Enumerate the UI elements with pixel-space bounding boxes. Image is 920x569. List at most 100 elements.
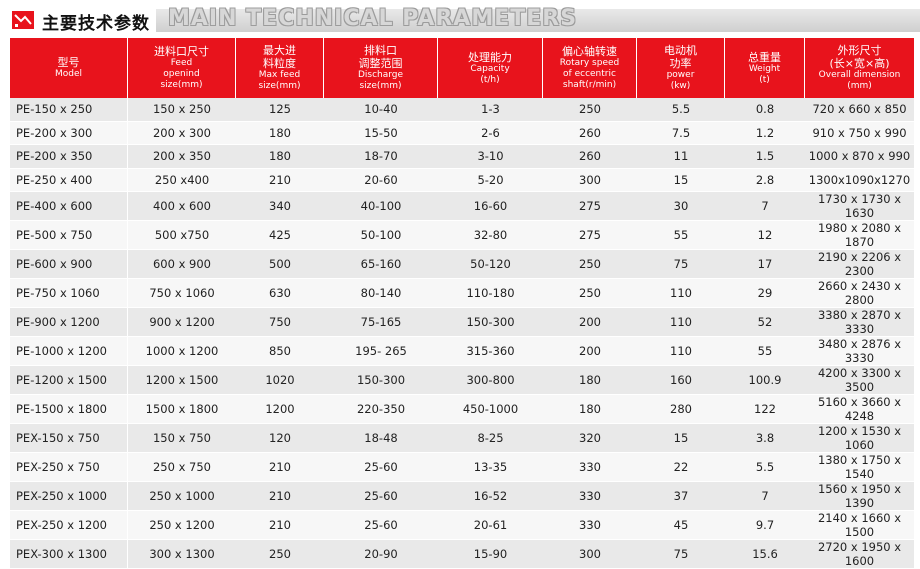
table-cell: 20-60 xyxy=(324,168,438,193)
table-row: PE-200 x 300 200 x 300 180 15-50 2-6 260 7.5 1.… xyxy=(10,121,914,146)
model-cell: PE-1200 x 1500 xyxy=(10,366,128,396)
table-cell: 2.8 xyxy=(725,168,805,193)
table-cell: 12 xyxy=(725,221,805,251)
table-cell: 55 xyxy=(725,337,805,367)
table-cell: 600 x 900 xyxy=(128,250,236,280)
table-cell: 850 xyxy=(236,337,324,367)
column-header-en: (t) xyxy=(759,74,770,85)
table-cell: 120 xyxy=(236,424,324,454)
table-cell: 300-800 xyxy=(438,366,543,396)
column-header-en: Rotary speed xyxy=(559,58,620,68)
model-cell: PE-150 x 250 xyxy=(10,98,128,122)
table-cell: 52 xyxy=(725,308,805,338)
table-cell: 210 xyxy=(236,453,324,483)
table-cell: 110-180 xyxy=(438,279,543,309)
model-cell: PE-600 x 900 xyxy=(10,250,128,280)
table-cell: 1560 x 1950 x 1390 xyxy=(805,482,914,512)
table-cell: 1000 x 1200 xyxy=(128,337,236,367)
table-cell: 16-52 xyxy=(438,482,543,512)
column-header-en: (t/h) xyxy=(480,74,500,85)
table-cell: 75 xyxy=(637,250,725,280)
column-header-en: size(mm) xyxy=(258,81,301,91)
table-row: PE-1000 x 1200 1000 x 1200 850 195- 265 315-… xyxy=(10,337,914,367)
model-cell: PE-500 x 750 xyxy=(10,221,128,251)
table-cell: 330 xyxy=(543,453,637,483)
table-cell: 1300x1090x1270 xyxy=(805,168,914,193)
table-cell: 3380 x 2870 x 3330 xyxy=(805,308,914,338)
table-cell: 110 xyxy=(637,279,725,309)
table-cell: 2140 x 1660 x 1500 xyxy=(805,511,914,541)
table-cell: 22 xyxy=(637,453,725,483)
table-cell: 15-50 xyxy=(324,121,438,146)
column-header-cn-line2: 功率 xyxy=(669,57,692,70)
column-header-cn: 处理能力 xyxy=(468,50,512,64)
table-cell: 8-25 xyxy=(438,424,543,454)
table-cell: 5.5 xyxy=(637,98,725,122)
table-cell: 250 x 1000 xyxy=(128,482,236,512)
column-header-en: size(mm) xyxy=(160,80,203,90)
table-cell: 37 xyxy=(637,482,725,512)
table-cell: 210 xyxy=(236,168,324,193)
table-cell: 15 xyxy=(637,168,725,193)
table-cell: 25-60 xyxy=(324,511,438,541)
column-header-en: openind xyxy=(163,69,200,79)
table-cell: 630 xyxy=(236,279,324,309)
table-cell: 25-60 xyxy=(324,482,438,512)
table-cell: 300 x 1300 xyxy=(128,540,236,569)
table-cell: 3.8 xyxy=(725,424,805,454)
table-cell: 18-48 xyxy=(324,424,438,454)
table-row: PE-900 x 1200 900 x 1200 750 75-165 150-300 2… xyxy=(10,308,914,338)
table-row: PE-500 x 750 500 x750 425 50-100 32-80 275 55 1… xyxy=(10,221,914,251)
table-cell: 150 x 250 xyxy=(128,98,236,122)
column-header: 排料口 调整范围 Discharge size(mm) xyxy=(324,38,438,98)
table-cell: 910 x 750 x 990 xyxy=(805,121,914,146)
column-header-en: (mm) xyxy=(847,81,872,91)
table-cell: 15.6 xyxy=(725,540,805,569)
table-cell: 75 xyxy=(637,540,725,569)
column-header: 型号 Model xyxy=(10,38,128,98)
table-cell: 1.5 xyxy=(725,145,805,169)
table-row: PEX-150 x 750 150 x 750 120 18-48 8-25 320 15 3… xyxy=(10,424,914,454)
table-cell: 9.7 xyxy=(725,511,805,541)
table-cell: 1-3 xyxy=(438,98,543,122)
column-header-en: Capacity xyxy=(470,63,510,74)
table-cell: 300 xyxy=(543,540,637,569)
table-cell: 195- 265 xyxy=(324,337,438,367)
column-header-cn: 外形尺寸 xyxy=(837,44,882,57)
table-cell: 180 xyxy=(543,395,637,425)
table-cell: 15-90 xyxy=(438,540,543,569)
column-header: 最大进 料粒度 Max feed size(mm) xyxy=(236,38,324,98)
column-header: 处理能力 Capacity (t/h) xyxy=(438,38,543,98)
table-cell: 1380 x 1750 x 1540 xyxy=(805,453,914,483)
table-cell: 5160 x 3660 x 4248 xyxy=(805,395,914,425)
table-cell: 45 xyxy=(637,511,725,541)
table-cell: 3-10 xyxy=(438,145,543,169)
table-cell: 750 x 1060 xyxy=(128,279,236,309)
table-cell: 250 xyxy=(236,540,324,569)
table-cell: 32-80 xyxy=(438,221,543,251)
table-cell: 75-165 xyxy=(324,308,438,338)
column-header-en: shaft(r/min) xyxy=(562,80,617,90)
column-header-cn-line2: 料粒度 xyxy=(263,57,296,70)
table-cell: 1000 x 870 x 990 xyxy=(805,145,914,169)
table-cell: 200 xyxy=(543,308,637,338)
table-cell: 275 xyxy=(543,192,637,222)
column-header-en: Feed xyxy=(170,58,193,68)
table-cell: 340 xyxy=(236,192,324,222)
column-header-en: Overall dimension xyxy=(818,70,901,80)
table-cell: 750 xyxy=(236,308,324,338)
table-cell: 250 xyxy=(543,250,637,280)
table-cell: 180 xyxy=(236,145,324,169)
table-cell: 150 x 750 xyxy=(128,424,236,454)
table-cell: 320 xyxy=(543,424,637,454)
table-cell: 30 xyxy=(637,192,725,222)
model-cell: PEX-250 x 750 xyxy=(10,453,128,483)
table-cell: 250 xyxy=(543,279,637,309)
table-cell: 16-60 xyxy=(438,192,543,222)
table-cell: 300 xyxy=(543,168,637,193)
column-header-en: of eccentric xyxy=(563,69,616,79)
column-header-en: Discharge xyxy=(357,70,404,80)
table-cell: 1.2 xyxy=(725,121,805,146)
table-cell: 250 xyxy=(543,98,637,122)
table-row: PEX-300 x 1300 300 x 1300 250 20-90 15-90 300… xyxy=(10,540,914,569)
